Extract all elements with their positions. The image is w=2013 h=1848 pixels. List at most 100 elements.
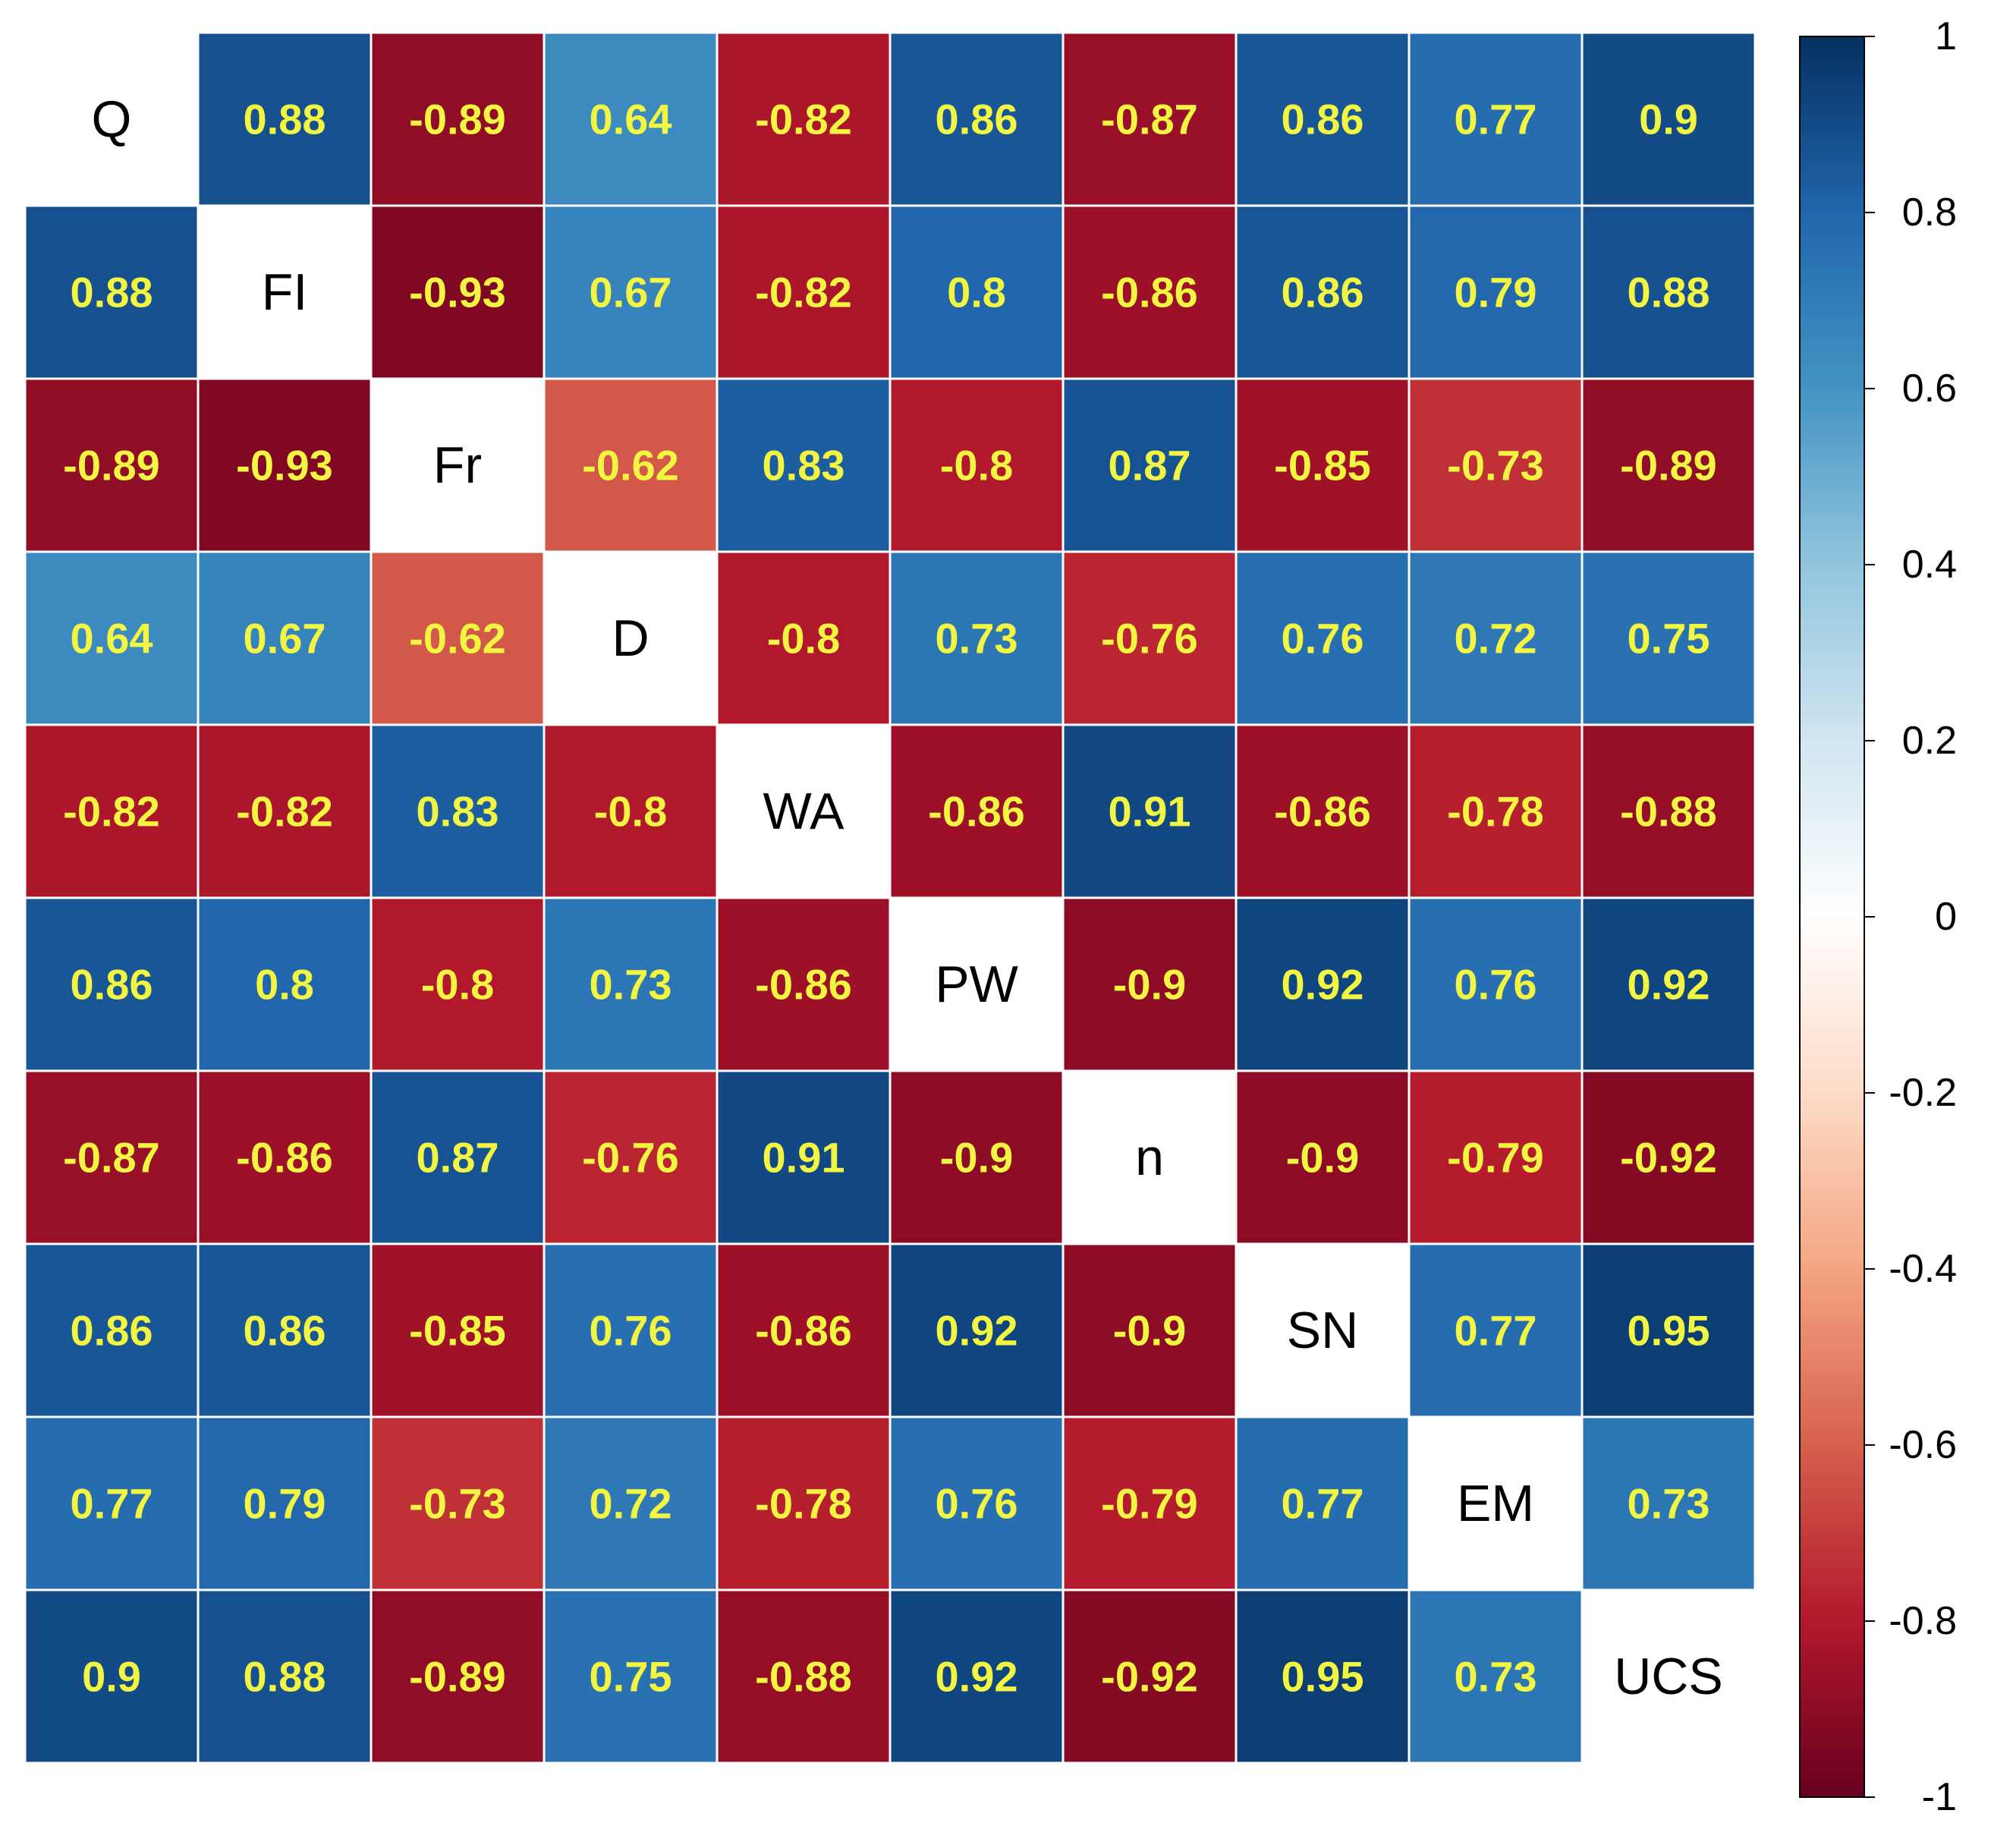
heatmap-cell-d-ucs [1581,550,1757,726]
cell-value-label: 0.75 [1628,615,1710,663]
colorbar-tick-label: -0.6 [1889,1423,1957,1467]
cell-value-label: 0.87 [1109,442,1191,490]
diagonal-cell-fr [370,377,546,553]
cell-value-label: 0.88 [244,1653,326,1701]
heatmap-cell-fr-ucs [1581,377,1757,553]
cell-value-label: -0.8 [594,788,668,836]
heatmap-cell-fi-n [1062,204,1238,380]
cell-value-label: 0.64 [71,615,153,663]
heatmap-cell-em-wa [716,1415,892,1591]
cell-value-label: 0.86 [1282,269,1364,316]
cell-value-label: -0.73 [409,1480,506,1528]
heatmap-labels: Q 0.88 -0.89 0.64 -0.82 0.86 -0.87 0.86 0.77 0.9 0… [63,90,1723,1705]
heatmap-cell-sn-wa [716,1242,892,1418]
heatmap-cell-n-sn [1235,1069,1411,1245]
heatmap-cell-sn-ucs [1581,1242,1757,1418]
heatmap-cell-q-fi [197,31,373,207]
heatmap-cell-wa-n [1062,723,1238,899]
cell-value-label: 0.8 [947,269,1006,316]
cell-value-label: 0.72 [590,1480,672,1528]
cell-value-label: 0.86 [71,1307,153,1355]
cell-value-label: 0.88 [244,96,326,143]
cell-value-label: -0.62 [409,615,506,663]
cell-value-label: -0.82 [755,269,852,316]
heatmap-cell-fr-n [1062,377,1238,553]
diagonal-cell-wa [716,723,892,899]
heatmap-cells [24,31,1757,1765]
heatmap-cell-em-fi [197,1415,373,1591]
cell-value-label: 0.77 [1455,1307,1537,1355]
heatmap-cell-wa-sn [1235,723,1411,899]
variable-label-n: n [1135,1129,1164,1186]
heatmap-cell-wa-fr [370,723,546,899]
colorbar-tick-label: -0.8 [1889,1599,1957,1643]
cell-value-label: -0.8 [421,961,495,1009]
variable-label-sn: SN [1287,1302,1358,1359]
heatmap-cell-q-ucs [1581,31,1757,207]
cell-value-label: 0.92 [1282,961,1364,1009]
cell-value-label: 0.8 [255,961,314,1009]
heatmap-cell-wa-fi [197,723,373,899]
heatmap-cell-ucs-d [543,1588,719,1765]
heatmap-cell-q-sn [1235,31,1411,207]
heatmap-cell-ucs-q [24,1588,200,1765]
heatmap-cell-em-sn [1235,1415,1411,1591]
cell-value-label: -0.86 [1274,788,1371,836]
heatmap-cell-ucs-fi [197,1588,373,1765]
heatmap-cell-q-wa [716,31,892,207]
cell-value-label: -0.89 [409,96,506,143]
cell-value-label: -0.78 [755,1480,852,1528]
cell-value-label: -0.87 [1101,96,1198,143]
cell-value-label: -0.9 [1113,961,1187,1009]
colorbar-tick-label: -0.4 [1889,1247,1957,1291]
heatmap-cell-d-pw [889,550,1065,726]
cell-value-label: -0.8 [767,615,841,663]
heatmap-cell-wa-pw [889,723,1065,899]
cell-value-label: -0.92 [1101,1653,1198,1701]
colorbar-tick-label: 0 [1935,895,1957,939]
cell-value-label: 0.87 [417,1134,499,1182]
heatmap-cell-sn-em [1408,1242,1584,1418]
cell-value-label: 0.77 [1455,96,1537,143]
heatmap-cell-fr-wa [716,377,892,553]
heatmap-cell-fi-em [1408,204,1584,380]
cell-value-label: 0.92 [936,1653,1018,1701]
cell-value-label: -0.86 [928,788,1025,836]
heatmap-cell-fr-fi [197,377,373,553]
colorbar: 1 0.8 0.6 0.4 0.2 0 -0.2 -0.4 -0.6 -0.8 -1 [1799,14,1957,1819]
cell-value-label: 0.77 [71,1480,153,1528]
cell-value-label: -0.79 [1101,1480,1198,1528]
cell-value-label: 0.91 [1109,788,1191,836]
heatmap-cell-n-d [543,1069,719,1245]
cell-value-label: 0.77 [1282,1480,1364,1528]
cell-value-label: 0.76 [936,1480,1018,1528]
heatmap-cell-fr-q [24,377,200,553]
cell-value-label: -0.76 [1101,615,1198,663]
cell-value-label: 0.95 [1282,1653,1364,1701]
cell-value-label: 0.91 [763,1134,845,1182]
cell-value-label: 0.76 [1282,615,1364,663]
cell-value-label: 0.95 [1628,1307,1710,1355]
colorbar-tick-label: -0.2 [1889,1071,1957,1115]
heatmap-cell-ucs-wa [716,1588,892,1765]
cell-value-label: 0.9 [1639,96,1698,143]
heatmap-cell-ucs-n [1062,1588,1238,1765]
cell-value-label: -0.82 [755,96,852,143]
cell-value-label: 0.67 [244,615,326,663]
cell-value-label: 0.73 [590,961,672,1009]
cell-value-label: 0.76 [590,1307,672,1355]
heatmap-cell-pw-wa [716,896,892,1072]
cell-value-label: -0.89 [63,442,160,490]
heatmap-cell-n-ucs [1581,1069,1757,1245]
heatmap-cell-d-em [1408,550,1584,726]
cell-value-label: -0.85 [409,1307,506,1355]
heatmap-cell-ucs-pw [889,1588,1065,1765]
variable-label-q: Q [92,90,132,148]
heatmap-cell-q-fr [370,31,546,207]
diagonal-cell-q [24,31,200,207]
heatmap-cell-ucs-sn [1235,1588,1411,1765]
colorbar-tick-label: 0.8 [1902,190,1957,235]
cell-value-label: -0.9 [1113,1307,1187,1355]
cell-value-label: 0.86 [71,961,153,1009]
cell-value-label: -0.92 [1620,1134,1717,1182]
